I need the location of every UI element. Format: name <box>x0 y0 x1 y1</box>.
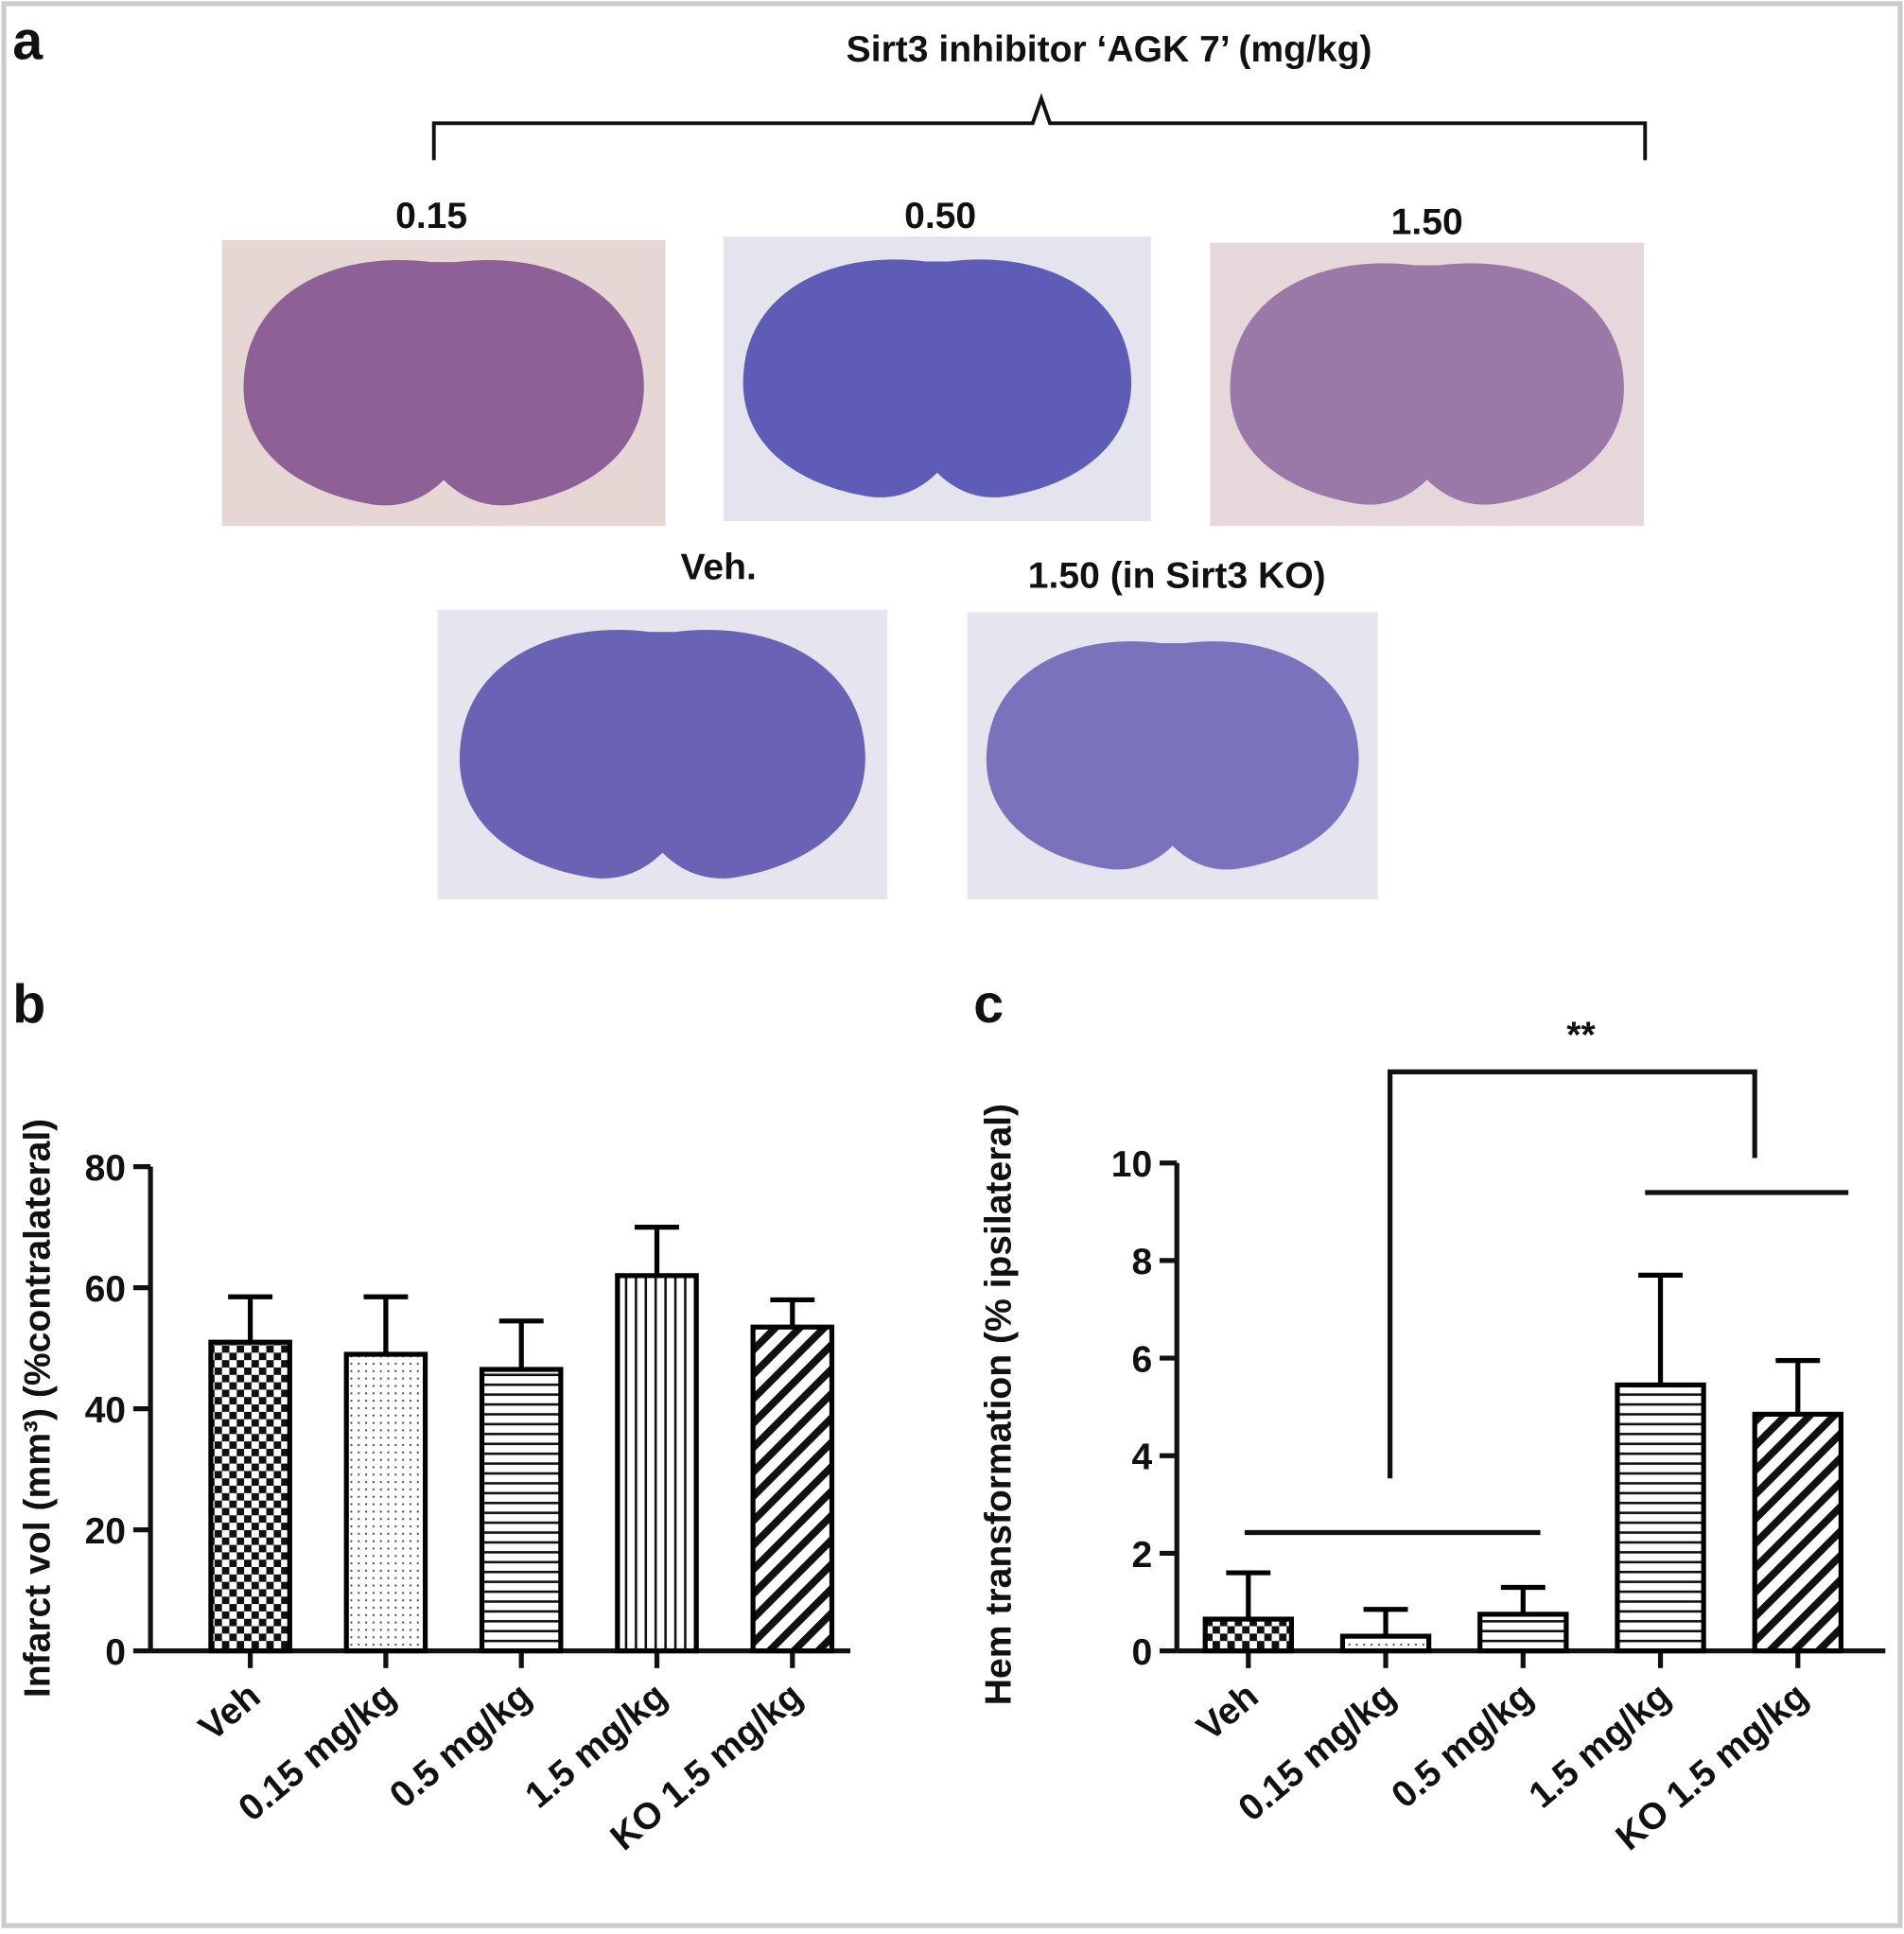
y-tick-label: 80 <box>85 1148 126 1189</box>
bracket <box>431 93 1648 161</box>
image-label: 0.50 <box>904 196 976 236</box>
bar <box>208 1339 292 1654</box>
y-axis-label: Hem transformation (% ipsilateral) <box>978 1104 1019 1705</box>
panel-label: b <box>12 974 45 1035</box>
slice <box>459 630 865 879</box>
slice <box>742 259 1132 497</box>
annotation: ** <box>1566 1015 1596 1055</box>
images <box>221 236 1644 899</box>
y-tick-label: 60 <box>85 1269 126 1310</box>
y-tick-label: 6 <box>1131 1339 1152 1380</box>
bar <box>1339 1633 1432 1654</box>
y-tick-label: 20 <box>85 1511 126 1552</box>
x-tick-label: Veh <box>192 1676 269 1750</box>
bar <box>1752 1411 1843 1654</box>
image-label: 1.50 <box>1391 202 1463 243</box>
significance-bracket <box>1244 1069 1849 1536</box>
bar <box>750 1324 835 1654</box>
y-tick-label: 4 <box>1131 1437 1152 1478</box>
image-label: 0.15 <box>395 196 467 236</box>
y-tick-label: 0 <box>105 1632 126 1673</box>
bar <box>1477 1612 1569 1654</box>
y-tick-label: 8 <box>1131 1242 1152 1282</box>
bar <box>479 1367 564 1654</box>
slice <box>1230 263 1624 505</box>
panel-label: a <box>12 11 44 72</box>
panel-title: Sirt3 inhibitor ‘AGK 7’ (mg/kg) <box>847 29 1372 70</box>
bar <box>1615 1382 1706 1654</box>
x-tick-label: Veh <box>1190 1676 1266 1750</box>
image-label: Veh. <box>680 547 756 587</box>
y-axis-label: Infarct vol (mm³) (%contralateral) <box>17 1119 58 1698</box>
bar <box>615 1273 699 1654</box>
panel-label: c <box>973 974 1004 1035</box>
y-tick-label: 10 <box>1111 1144 1152 1185</box>
bar <box>1202 1616 1294 1654</box>
y-tick-label: 0 <box>1131 1632 1152 1673</box>
slice <box>986 641 1359 870</box>
x-tick-label: 0.5 mg/kg <box>382 1676 539 1817</box>
bar <box>343 1351 428 1654</box>
y-tick-label: 40 <box>85 1390 126 1431</box>
y-tick-label: 2 <box>1131 1535 1152 1576</box>
slice <box>243 259 644 506</box>
x-tick-label: 0.5 mg/kg <box>1384 1676 1541 1817</box>
image-label: 1.50 (in Sirt3 KO) <box>1028 555 1326 596</box>
